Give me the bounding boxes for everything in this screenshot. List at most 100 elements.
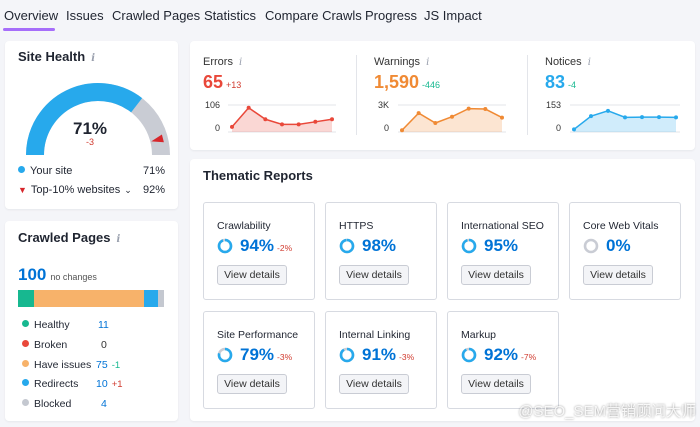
watermark: @SEO_SEM营销顾问大师 <box>518 403 696 420</box>
errors-value[interactable]: 65 +13 <box>203 72 242 92</box>
bar-have-issues <box>34 290 144 307</box>
bar-healthy <box>18 290 35 307</box>
sparkline-point <box>483 107 488 112</box>
sparkline-point <box>246 105 251 110</box>
thematic-reports-card: Thematic Reports Crawlability 94% -2% Vie… <box>190 159 695 421</box>
sparkline-point <box>623 115 627 120</box>
info-icon[interactable]: i <box>587 57 591 68</box>
sparkline-point <box>433 121 438 125</box>
ring-fill <box>217 347 233 363</box>
broken-value: 0 <box>101 339 107 351</box>
healthy-dot <box>22 320 29 327</box>
sparkline-point <box>572 127 576 132</box>
notices-label: Notices i <box>545 56 591 68</box>
warnings-value[interactable]: 1,590 -446 <box>374 72 441 92</box>
report-name: HTTPS <box>339 220 374 232</box>
notices-value[interactable]: 83 -4 <box>545 72 577 92</box>
ring-fill <box>217 238 233 254</box>
tab-crawled-pages[interactable]: Crawled Pages <box>112 8 201 23</box>
blocked-value[interactable]: 4 <box>101 398 107 410</box>
report-score: 94% -2% <box>240 236 293 255</box>
issues-summary-card: Errors i 65 +13 106 0 Warnings i 1,590 -446 … <box>190 41 695 150</box>
view-details-button[interactable]: View details <box>461 374 531 394</box>
warnings-label: Warnings i <box>374 56 430 68</box>
errors-ymax: 106 <box>204 100 220 110</box>
health-score: 71% <box>72 119 108 138</box>
row-blocked: Blocked <box>22 398 71 410</box>
tab-js-impact[interactable]: JS Impact <box>424 8 482 23</box>
tab-compare-crawls[interactable]: Compare Crawls <box>265 8 362 23</box>
report-card-https: HTTPS 98% View details <box>325 202 437 300</box>
report-card-internal-linking: Internal Linking 91% -3% View details <box>325 311 437 409</box>
sparkline-point <box>230 124 234 129</box>
have-issues-value[interactable]: 75 -1 <box>96 359 121 371</box>
crawled-total[interactable]: 100 no changes <box>18 265 97 284</box>
view-details-button[interactable]: View details <box>217 374 287 394</box>
ring-fill <box>339 238 355 254</box>
tab-overview[interactable]: Overview <box>4 8 59 23</box>
divider <box>527 55 528 135</box>
site-health-card: Site Health i 71% -3 Your site 71% ▼ Top-1… <box>5 41 178 209</box>
top10-value: 92% <box>142 184 165 196</box>
report-card-core-web-vitals: Core Web Vitals 0% View details <box>569 202 681 300</box>
top10-legend[interactable]: ▼ Top-10% websites ⌄ <box>18 184 132 196</box>
row-redirects: Redirects <box>22 378 78 390</box>
warnings-ymin: 0 <box>383 123 389 133</box>
view-details-button[interactable]: View details <box>583 265 653 285</box>
report-score: 95% <box>484 236 519 255</box>
sparkline-point <box>450 114 454 119</box>
row-have-issues: Have issues <box>22 359 91 371</box>
progress-ring-icon <box>339 238 355 254</box>
tab-statistics[interactable]: Statistics <box>204 8 257 23</box>
tab-progress[interactable]: Progress <box>365 8 418 23</box>
report-name: Site Performance <box>217 329 299 341</box>
chevron-down-icon[interactable]: ⌄ <box>124 185 132 195</box>
report-score: 79% -3% <box>240 345 293 364</box>
active-tab-indicator <box>3 28 55 31</box>
notices-sparkline <box>570 104 680 133</box>
healthy-value[interactable]: 11 <box>98 319 109 331</box>
errors-ymin: 0 <box>214 123 220 133</box>
report-name: Crawlability <box>217 220 271 232</box>
info-icon[interactable]: i <box>426 57 430 68</box>
notices-ymax: 153 <box>545 100 561 110</box>
report-name: Internal Linking <box>339 329 411 341</box>
info-icon[interactable]: i <box>91 53 95 64</box>
blocked-dot <box>22 399 29 406</box>
progress-ring-icon <box>461 238 477 254</box>
sparkline-area <box>402 108 502 132</box>
site-health-gauge <box>26 83 170 156</box>
sparkline-point <box>657 115 661 120</box>
report-score: 92% -7% <box>484 345 537 364</box>
tab-bar: Overview Issues Crawled Pages Statistics… <box>0 0 700 32</box>
info-icon[interactable]: i <box>238 57 243 68</box>
sparkline-point <box>606 108 610 113</box>
broken-dot <box>22 340 29 347</box>
tab-issues[interactable]: Issues <box>66 8 104 23</box>
progress-ring-icon <box>217 238 233 254</box>
report-score: 91% -3% <box>362 345 415 364</box>
ring-fill <box>339 347 355 363</box>
report-score: 0% <box>606 236 631 255</box>
redirects-dot <box>22 379 29 386</box>
report-name: Core Web Vitals <box>583 220 659 232</box>
redirects-value[interactable]: 10 +1 <box>96 378 123 390</box>
view-details-button[interactable]: View details <box>461 265 531 285</box>
have-issues-delta: -1 <box>111 360 121 371</box>
report-name: International SEO <box>461 220 544 232</box>
view-details-button[interactable]: View details <box>339 374 409 394</box>
report-name: Markup <box>461 329 497 341</box>
view-details-button[interactable]: View details <box>339 265 409 285</box>
notices-ymin: 0 <box>555 123 561 133</box>
sparkline-point <box>330 117 334 122</box>
sparkline-point <box>640 115 644 120</box>
info-icon[interactable]: i <box>116 234 121 245</box>
your-site-legend: Your site <box>18 165 72 177</box>
sparkline-point <box>296 122 301 127</box>
crawled-pages-card: Crawled Pages i 100 no changes Healthy 11 … <box>5 221 178 421</box>
sparkline-point <box>400 128 404 133</box>
progress-ring-icon <box>461 347 477 363</box>
view-details-button[interactable]: View details <box>217 265 287 285</box>
bar-blocked <box>158 290 164 307</box>
sparkline-point <box>674 115 678 120</box>
